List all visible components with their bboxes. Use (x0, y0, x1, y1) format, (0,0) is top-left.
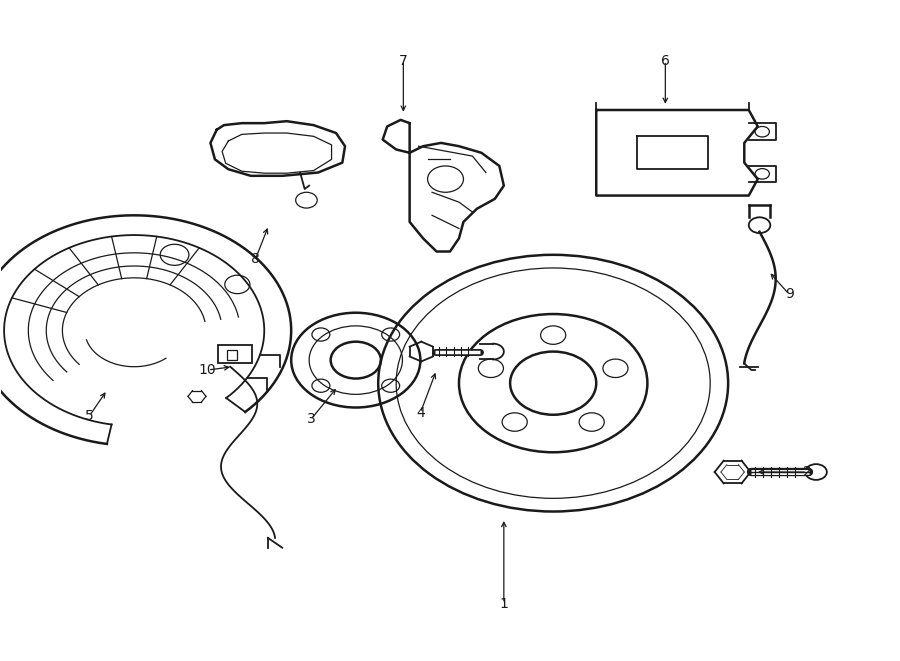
Bar (227, 350, 238, 360)
Text: 3: 3 (307, 412, 315, 426)
Text: 10: 10 (199, 363, 217, 377)
Text: 7: 7 (399, 54, 408, 67)
Text: 4: 4 (416, 406, 425, 420)
Text: 8: 8 (251, 253, 260, 266)
Text: 5: 5 (85, 409, 94, 423)
Bar (218, 345, 252, 364)
Text: 6: 6 (661, 54, 670, 67)
Text: 1: 1 (500, 597, 508, 611)
Text: 2: 2 (803, 465, 812, 479)
Text: 9: 9 (785, 288, 794, 301)
